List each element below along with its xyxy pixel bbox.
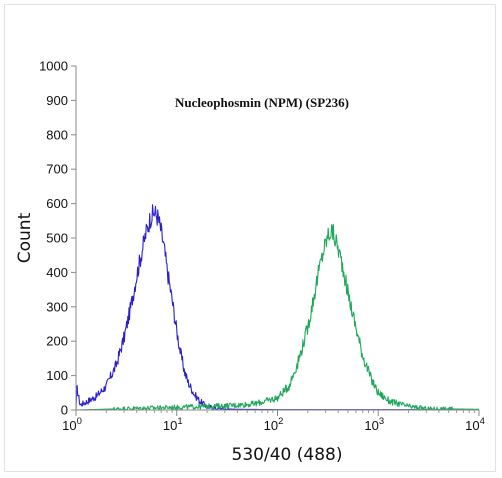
y-axis-label: Count bbox=[15, 212, 35, 263]
x-tick-label: 103 bbox=[364, 416, 384, 433]
x-axis-label: 530/40 (488) bbox=[232, 445, 343, 465]
plot-area bbox=[76, 66, 479, 410]
histogram-series-2 bbox=[75, 223, 480, 411]
y-tick-label: 800 bbox=[46, 127, 68, 142]
y-tick-label: 1000 bbox=[39, 59, 68, 74]
x-tick-label: 101 bbox=[163, 416, 183, 433]
y-tick-label: 200 bbox=[46, 334, 68, 349]
chart-title: Nucleophosmin (NPM) (SP236) bbox=[175, 95, 349, 110]
y-tick-label: 0 bbox=[61, 403, 68, 418]
y-tick-label: 900 bbox=[46, 93, 68, 108]
x-tick-label: 100 bbox=[62, 416, 82, 433]
y-tick-label: 600 bbox=[46, 196, 68, 211]
y-tick-label: 500 bbox=[46, 231, 68, 246]
x-tick-label: 102 bbox=[264, 416, 284, 433]
y-tick-label: 400 bbox=[46, 265, 68, 280]
y-tick-label: 100 bbox=[46, 368, 68, 383]
y-tick-label: 300 bbox=[46, 299, 68, 314]
x-tick-label: 104 bbox=[465, 416, 485, 433]
y-tick-label: 700 bbox=[46, 162, 68, 177]
